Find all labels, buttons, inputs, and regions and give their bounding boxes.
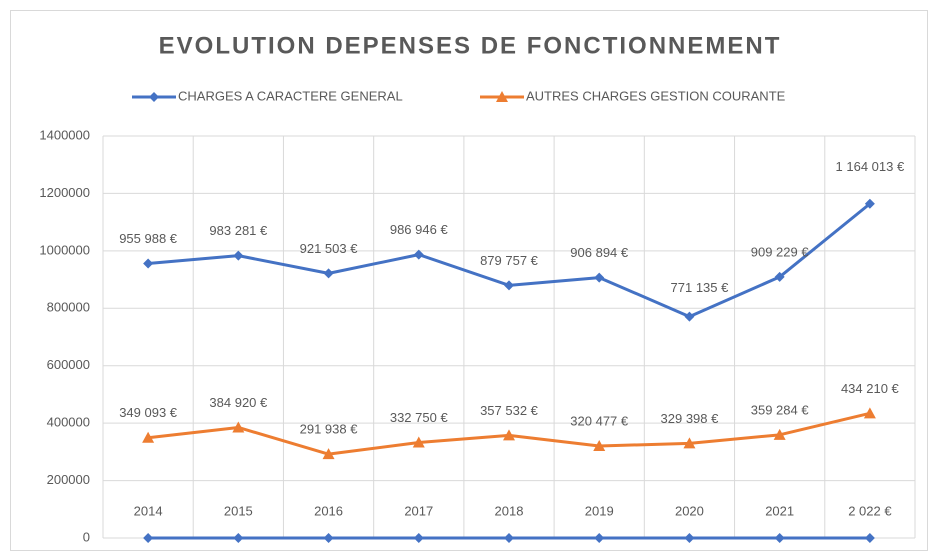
marker [503,429,515,441]
x-category-label: 2016 [314,503,343,518]
x-category-label: 2021 [765,503,794,518]
data-label: 879 757 € [480,253,539,268]
marker [149,92,159,102]
data-label: 771 135 € [671,280,730,295]
data-label: 909 229 € [751,244,810,259]
y-tick-label: 1200000 [39,185,90,200]
marker [863,407,876,419]
data-label: 384 920 € [209,395,268,410]
marker [233,250,244,261]
y-tick-label: 1400000 [39,127,90,142]
y-tick-label: 200000 [47,472,90,487]
x-category-label: 2020 [675,503,704,518]
marker [864,198,875,209]
marker [773,428,786,440]
y-tick-label: 800000 [47,300,90,315]
marker [594,533,605,543]
y-tick-label: 600000 [47,357,90,372]
marker [683,437,696,449]
marker [142,431,155,443]
chart-title: EVOLUTION DEPENSES DE FONCTIONNEMENT [159,32,782,59]
x-category-label: 2015 [224,503,253,518]
marker [774,271,785,282]
legend-label: AUTRES CHARGES GESTION COURANTE [526,88,786,103]
marker [864,533,875,543]
marker [412,436,425,448]
marker [496,91,508,102]
chart-frame [10,10,928,551]
y-tick-label: 400000 [47,415,90,430]
marker [504,533,514,543]
data-label: 357 532 € [480,403,539,418]
marker [143,258,154,269]
x-category-label: 2017 [404,503,433,518]
x-category-label: 2 022 € [848,503,892,518]
marker [684,311,695,322]
data-label: 955 988 € [119,231,178,246]
marker [322,448,335,460]
data-label: 983 281 € [209,223,268,238]
marker [143,533,154,543]
data-label: 921 503 € [300,241,359,256]
data-label: 434 210 € [841,381,900,396]
marker [504,280,514,291]
marker [593,439,606,451]
marker [323,268,334,279]
marker [413,533,424,543]
marker [413,249,424,260]
data-label: 291 938 € [300,422,359,437]
x-category-label: 2018 [495,503,524,518]
data-label: 1 164 013 € [836,159,905,174]
marker [594,272,605,283]
marker [323,533,334,543]
data-label: 906 894 € [570,245,629,260]
data-label: 349 093 € [119,405,178,420]
marker [684,533,695,543]
data-label: 329 398 € [661,411,720,426]
marker [232,421,245,433]
x-category-label: 2014 [134,503,163,518]
data-label: 359 284 € [751,402,810,417]
marker [233,533,244,543]
y-tick-label: 0 [83,529,90,544]
data-label: 332 750 € [390,410,449,425]
x-category-label: 2019 [585,503,614,518]
marker [774,533,785,543]
legend-label: CHARGES A CARACTERE GENERAL [178,88,403,103]
data-label: 320 477 € [570,413,629,428]
data-label: 986 946 € [390,222,449,237]
y-tick-label: 1000000 [39,242,90,257]
